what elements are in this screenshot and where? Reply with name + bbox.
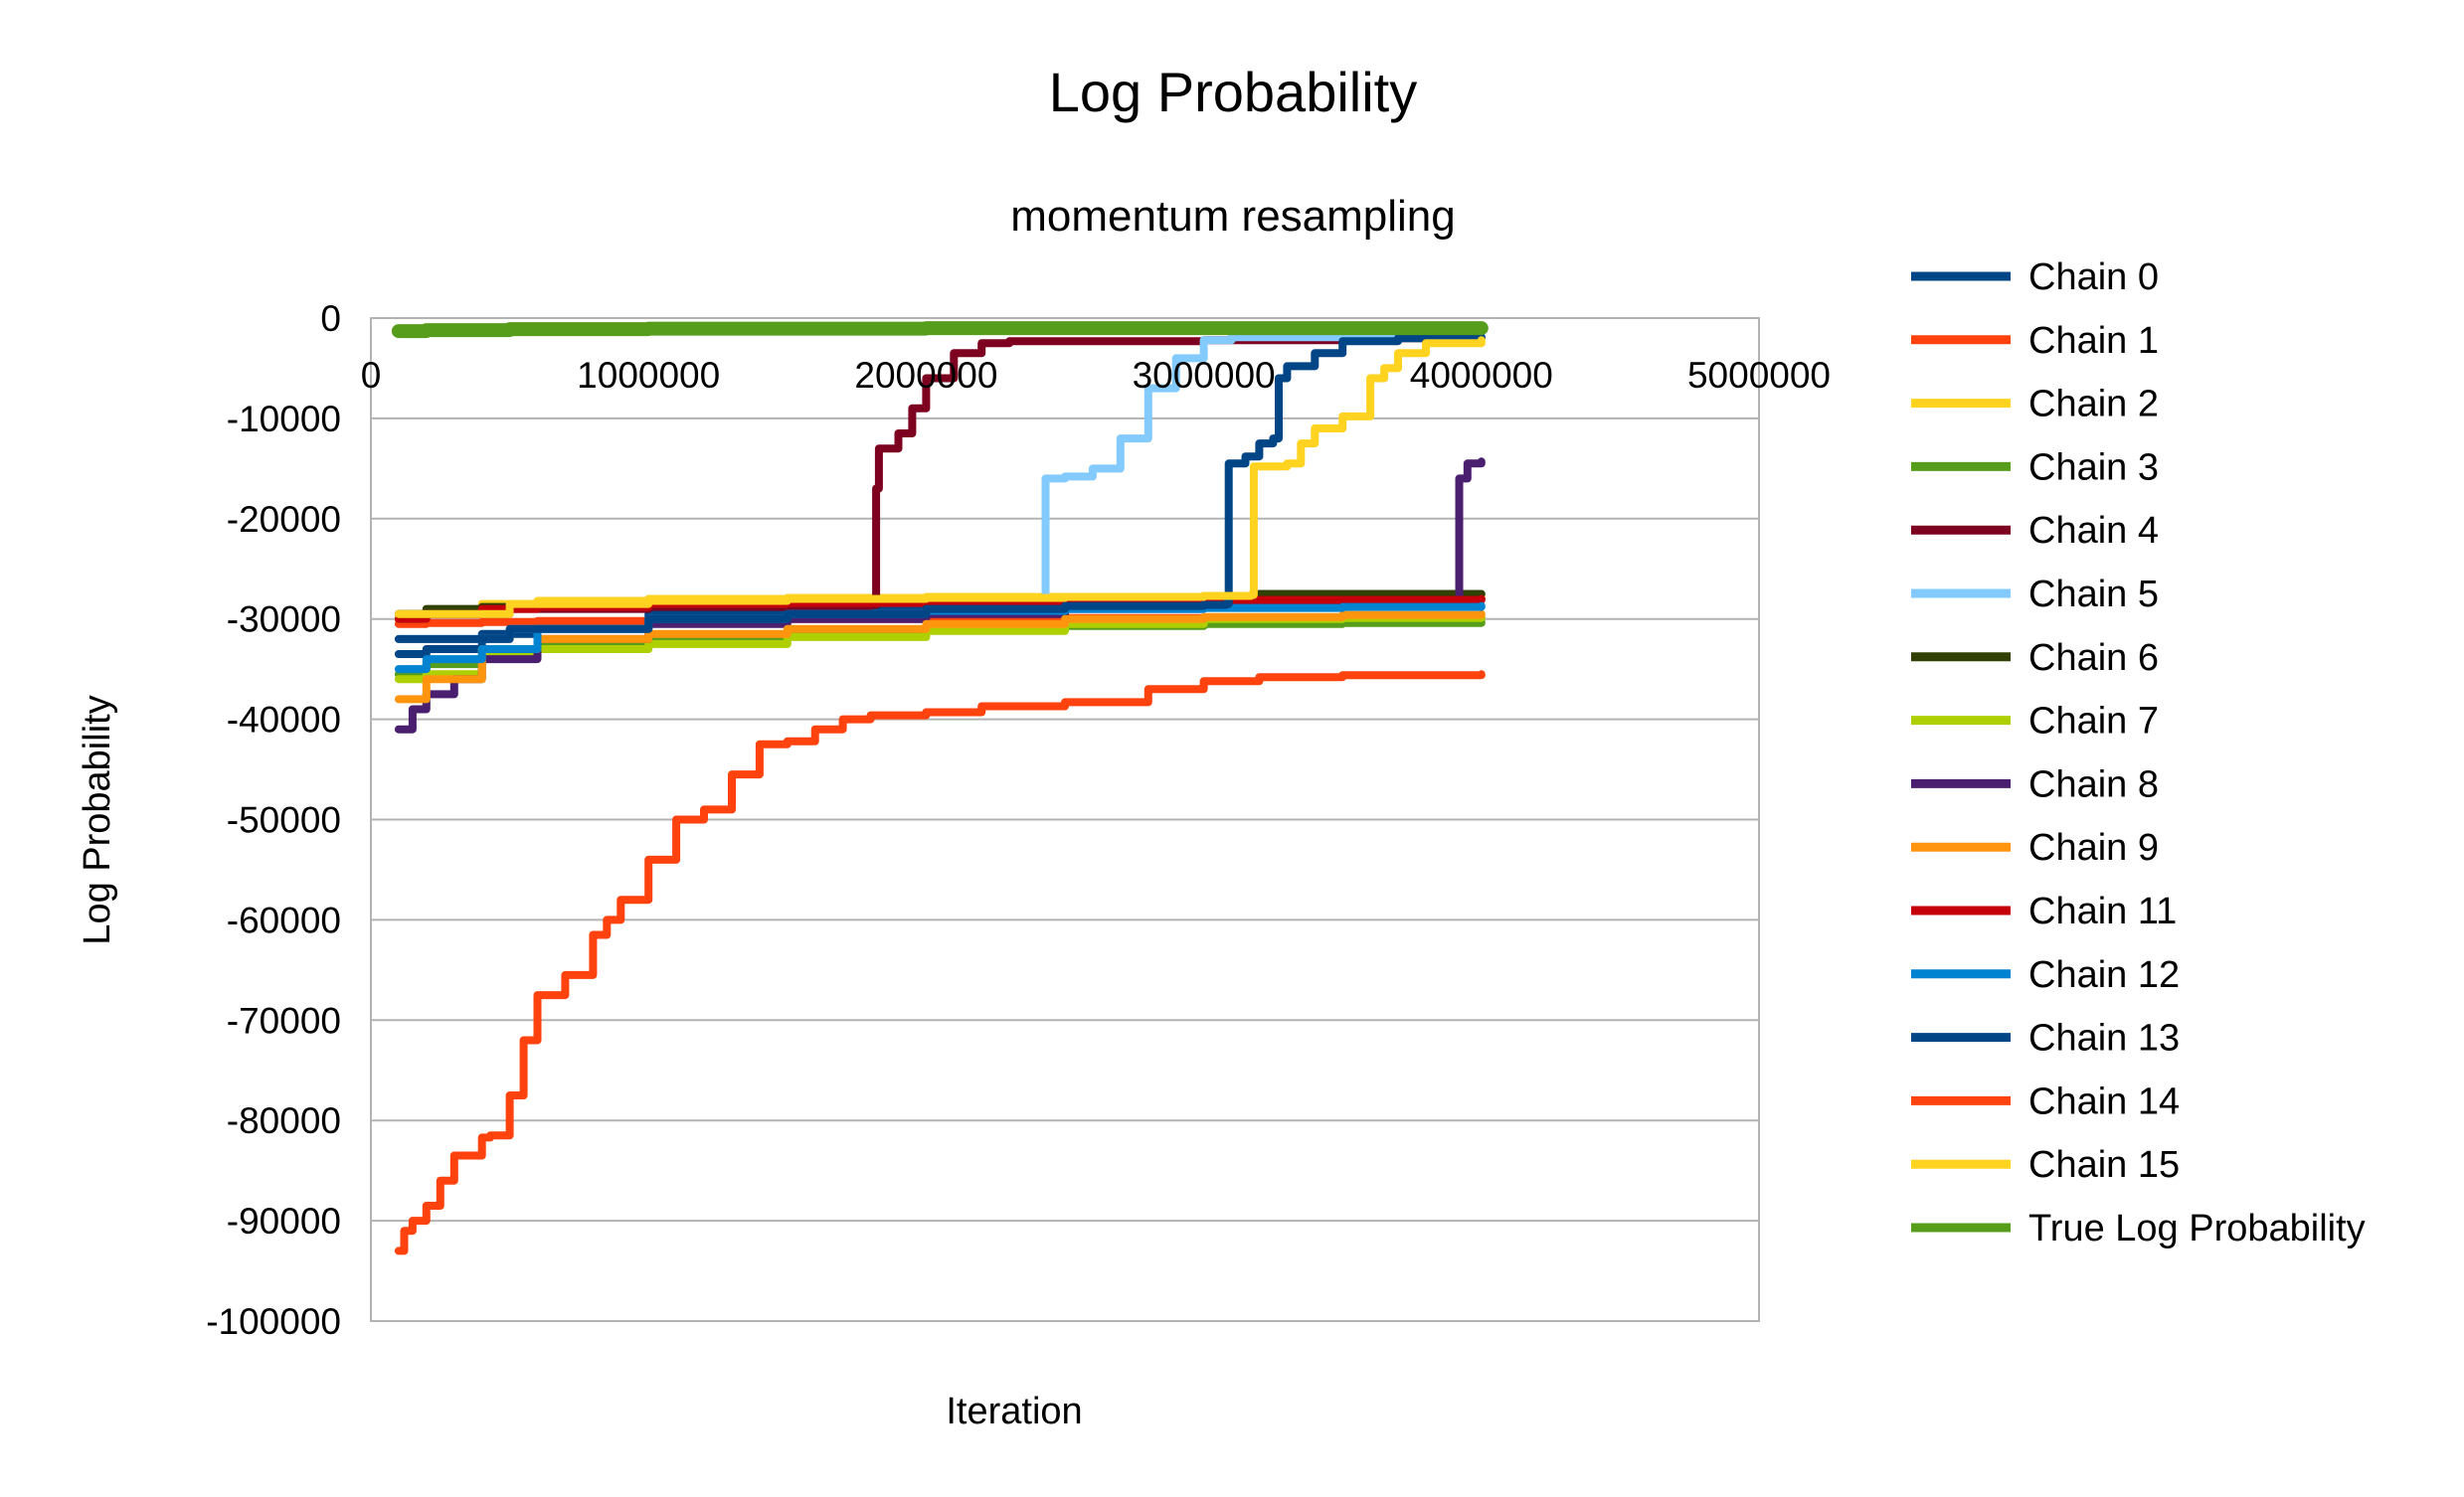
legend-item: Chain 8	[1911, 763, 2159, 805]
x-tick-label: 5000000	[1687, 355, 1831, 396]
y-tick-label: -50000	[227, 800, 341, 841]
legend-item: Chain 11	[1911, 891, 2177, 932]
x-tick-label: 3000000	[1133, 355, 1276, 396]
y-tick-label: -40000	[227, 700, 341, 741]
legend-label: Chain 12	[2028, 954, 2180, 996]
series-line-true-log-probability	[391, 321, 1489, 339]
legend-label: Chain 15	[2028, 1144, 2180, 1186]
legend-label: Chain 11	[2028, 891, 2177, 932]
series-line-chain-9	[394, 609, 1486, 704]
y-tick-label: -60000	[227, 900, 341, 940]
gridlines	[371, 317, 1759, 1322]
legend-item: Chain 1	[1911, 320, 2159, 362]
legend-item: True Log Probability	[1911, 1208, 2366, 1249]
x-axis-ticks: 0 1000000 2000000 3000000 4000000 5000000	[361, 355, 1831, 396]
legend-label: Chain 5	[2028, 574, 2159, 615]
x-tick-label: 0	[361, 355, 382, 396]
legend-item: Chain 5	[1911, 574, 2159, 615]
legend-label: True Log Probability	[2028, 1208, 2366, 1249]
x-tick-label: 4000000	[1410, 355, 1553, 396]
legend-item: Chain 3	[1911, 446, 2159, 488]
x-tick-label: 2000000	[854, 355, 997, 396]
y-tick-label: -70000	[227, 1000, 341, 1041]
legend-item: Chain 14	[1911, 1081, 2180, 1122]
legend-label: Chain 7	[2028, 701, 2159, 743]
legend-item: Chain 7	[1911, 701, 2159, 743]
legend-item: Chain 2	[1911, 384, 2159, 425]
legend-item: Chain 12	[1911, 954, 2180, 996]
chart-subtitle: momentum resampling	[1010, 192, 1456, 241]
legend-label: Chain 1	[2028, 320, 2159, 362]
legend: Chain 0 Chain 1 Chain 2 Chain 3 Chain 4 Chain…	[1911, 256, 2366, 1249]
legend-label: Chain 3	[2028, 446, 2159, 488]
y-tick-label: -100000	[206, 1301, 341, 1342]
y-tick-label: -20000	[227, 499, 341, 540]
x-tick-label: 1000000	[577, 355, 720, 396]
y-axis-label: Log Probability	[77, 695, 118, 944]
legend-item: Chain 15	[1911, 1144, 2180, 1186]
legend-label: Chain 0	[2028, 256, 2159, 298]
series-lines	[391, 321, 1489, 1255]
y-tick-label: -30000	[227, 599, 341, 640]
legend-item: Chain 9	[1911, 827, 2159, 869]
legend-item: Chain 13	[1911, 1018, 2180, 1060]
legend-label: Chain 13	[2028, 1018, 2180, 1060]
y-axis-ticks: 0 -10000 -20000 -30000 -40000 -50000 -60000 -70…	[206, 298, 341, 1342]
y-tick-label: -80000	[227, 1100, 341, 1141]
legend-label: Chain 9	[2028, 827, 2159, 869]
x-axis-label: Iteration	[946, 1391, 1082, 1432]
chart-title: Log Probability	[1049, 61, 1417, 123]
legend-label: Chain 14	[2028, 1081, 2180, 1122]
series-line-chain-14	[394, 670, 1486, 1255]
legend-label: Chain 2	[2028, 384, 2159, 425]
y-tick-label: -10000	[227, 399, 341, 439]
legend-label: Chain 8	[2028, 763, 2159, 805]
legend-item: Chain 6	[1911, 637, 2159, 679]
legend-label: Chain 6	[2028, 637, 2159, 679]
series-line-chain-13	[394, 333, 1486, 643]
y-tick-label: -90000	[227, 1201, 341, 1242]
series-line-chain-15	[394, 336, 1486, 618]
legend-item: Chain 4	[1911, 510, 2159, 552]
legend-label: Chain 4	[2028, 510, 2159, 552]
legend-item: Chain 0	[1911, 256, 2159, 298]
y-tick-label: 0	[320, 298, 341, 339]
